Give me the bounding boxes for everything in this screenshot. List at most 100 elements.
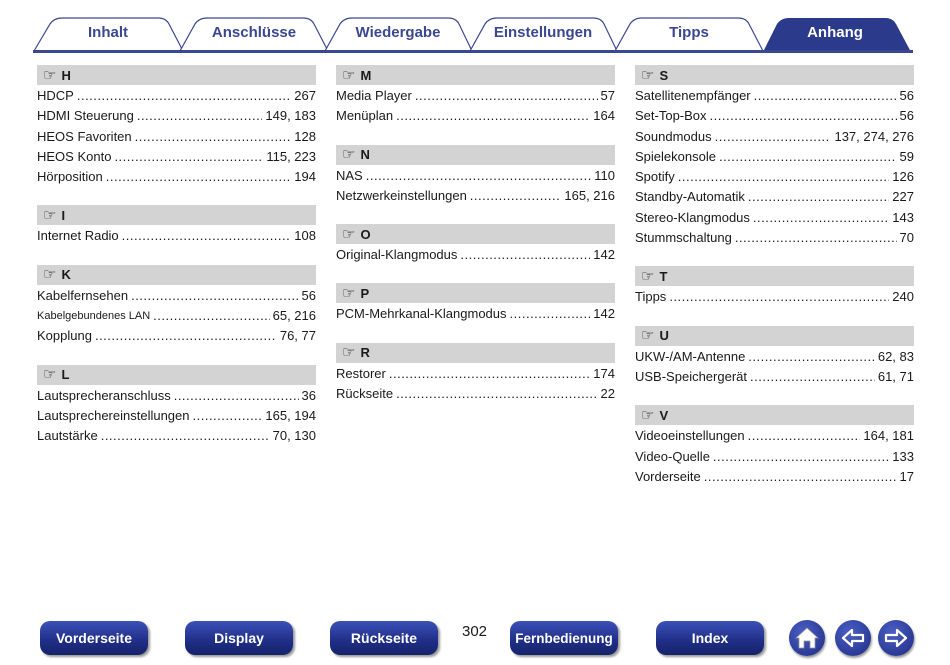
- index-entry[interactable]: Lautstärke 70, 130: [37, 426, 316, 446]
- entry-term: Kabelfernsehen: [37, 287, 129, 303]
- index-entry[interactable]: Hörposition 194: [37, 167, 316, 187]
- fernbedienung-button[interactable]: Fernbedienung: [510, 621, 618, 655]
- entry-pages[interactable]: 126: [892, 169, 914, 185]
- entry-pages[interactable]: 22: [600, 386, 615, 402]
- entry-pages[interactable]: 70, 130: [272, 428, 316, 444]
- index-entry[interactable]: Soundmodus 137, 274, 276: [635, 127, 914, 147]
- display-button[interactable]: Display: [185, 621, 293, 655]
- entry-pages[interactable]: 164, 181: [863, 428, 914, 444]
- entry-term: HEOS Favoriten: [37, 128, 132, 144]
- entry-term: Spielekonsole: [635, 148, 716, 164]
- tab-anhang[interactable]: Anhang: [807, 24, 863, 41]
- index-entry[interactable]: Internet Radio 108: [37, 226, 316, 246]
- index-entry[interactable]: Standby-Automatik 227: [635, 187, 914, 207]
- entry-pages[interactable]: 57: [600, 88, 615, 103]
- index-section: ☞U UKW-/AM-Antenne 62, 83 USB-Speichergerät…: [635, 325, 914, 388]
- index-entry[interactable]: Spielekonsole 59: [635, 147, 914, 167]
- section-letter: M: [360, 67, 372, 83]
- back-button[interactable]: [835, 620, 871, 656]
- index-entry[interactable]: HDCP 267: [37, 86, 316, 106]
- rueckseite-button[interactable]: Rückseite: [330, 621, 438, 655]
- entry-pages[interactable]: 174: [593, 365, 615, 381]
- forward-button[interactable]: [878, 620, 914, 656]
- entry-pages[interactable]: 115, 223: [266, 148, 316, 164]
- index-entry[interactable]: Kabelfernsehen 56: [37, 286, 316, 306]
- index-entry[interactable]: USB-Speichergerät 61, 71: [635, 367, 914, 387]
- entry-pages[interactable]: 133: [892, 448, 914, 464]
- entry-pages[interactable]: 59: [899, 148, 914, 164]
- dot-leader: [713, 447, 889, 467]
- dot-leader: [193, 406, 263, 426]
- index-entry[interactable]: Rückseite 22: [336, 384, 615, 404]
- tab-shape-inhalt: [33, 17, 184, 52]
- entry-term: Original-Klangmodus: [336, 247, 458, 263]
- section-letter: V: [659, 407, 669, 423]
- index-entry[interactable]: NAS 110: [336, 166, 615, 186]
- entry-pages[interactable]: 240: [892, 289, 914, 305]
- index-entry[interactable]: Kopplung 76, 77: [37, 326, 316, 346]
- entry-pages[interactable]: 17: [899, 468, 914, 484]
- section-header: ☞ M: [336, 65, 615, 85]
- entry-pages[interactable]: 108: [294, 228, 316, 244]
- index-entry[interactable]: Tipps 240: [635, 287, 914, 307]
- index-entry[interactable]: Restorer 174: [336, 364, 615, 384]
- index-entry[interactable]: Set-Top-Box 56: [635, 106, 914, 126]
- index-entry[interactable]: HEOS Favoriten 128: [37, 127, 316, 147]
- entry-pages[interactable]: 142: [593, 306, 615, 322]
- entry-term: Spotify: [635, 169, 675, 185]
- tab-anschluesse[interactable]: Anschlüsse: [211, 24, 297, 41]
- index-entry[interactable]: Media Player 57: [336, 86, 615, 106]
- entry-pages[interactable]: 56: [899, 88, 914, 103]
- home-button[interactable]: [789, 620, 825, 656]
- entry-pages[interactable]: 70: [899, 230, 914, 246]
- entry-pages[interactable]: 267: [294, 88, 316, 103]
- index-entry[interactable]: HEOS Konto 115, 223: [37, 147, 316, 167]
- index-entry[interactable]: Spotify 126: [635, 167, 914, 187]
- entry-pages[interactable]: 143: [892, 209, 914, 225]
- index-entry[interactable]: Stummschaltung 70: [635, 228, 914, 248]
- tab-einstellungen[interactable]: Einstellungen: [493, 24, 593, 41]
- entry-pages[interactable]: 76, 77: [279, 328, 316, 344]
- entry-pages[interactable]: 56: [301, 287, 316, 303]
- index-entry[interactable]: Netzwerkeinstellungen 165, 216: [336, 186, 615, 206]
- tab-tipps[interactable]: Tipps: [669, 24, 709, 41]
- index-entry[interactable]: HDMI Steuerung 149, 183: [37, 106, 316, 126]
- index-button[interactable]: Index: [656, 621, 764, 655]
- entry-pages[interactable]: 142: [593, 247, 615, 263]
- entry-pages[interactable]: 165, 194: [265, 407, 316, 423]
- dot-leader: [510, 304, 591, 324]
- entry-pages[interactable]: 164: [593, 108, 615, 124]
- index-entry[interactable]: Vorderseite 17: [635, 467, 914, 487]
- entry-pages[interactable]: 128: [294, 128, 316, 144]
- index-entry[interactable]: Menüplan 164: [336, 106, 615, 126]
- index-entry[interactable]: UKW-/AM-Antenne 62, 83: [635, 347, 914, 367]
- tab-inhalt[interactable]: Inhalt: [88, 24, 128, 41]
- pointing-hand-icon: ☞: [641, 406, 655, 424]
- entry-pages[interactable]: 65, 216: [272, 308, 316, 324]
- entry-pages[interactable]: 36: [301, 387, 316, 403]
- index-entry[interactable]: Original-Klangmodus 142: [336, 245, 615, 265]
- entry-pages[interactable]: 165, 216: [564, 187, 615, 203]
- entry-pages[interactable]: 227: [892, 189, 914, 205]
- vorderseite-button[interactable]: Vorderseite: [40, 621, 148, 655]
- index-entry[interactable]: PCM-Mehrkanal-Klangmodus 142: [336, 304, 615, 324]
- index-entry[interactable]: Lautsprechereinstellungen 165, 194: [37, 406, 316, 426]
- entry-pages[interactable]: 149, 183: [265, 108, 316, 124]
- entry-term: Lautstärke: [37, 428, 98, 444]
- index-entry[interactable]: Lautsprecheranschluss 36: [37, 386, 316, 406]
- index-section: ☞R Restorer 174 Rückseite 22: [336, 342, 615, 405]
- dot-leader: [748, 347, 875, 367]
- index-entry[interactable]: Videoeinstellungen 164, 181: [635, 426, 914, 446]
- tab-wiedergabe[interactable]: Wiedergabe: [355, 24, 441, 41]
- index-entry[interactable]: Stereo-Klangmodus 143: [635, 208, 914, 228]
- entry-pages[interactable]: 62, 83: [877, 348, 914, 364]
- index-entry[interactable]: Satellitenempfänger 56: [635, 86, 914, 106]
- section-letter: O: [360, 226, 371, 242]
- entry-pages[interactable]: 110: [594, 167, 615, 183]
- entry-pages[interactable]: 137, 274, 276: [834, 128, 914, 144]
- entry-pages[interactable]: 61, 71: [877, 368, 914, 384]
- index-entry[interactable]: Kabelgebundenes LAN 65, 216: [37, 306, 316, 326]
- index-entry[interactable]: Video-Quelle 133: [635, 447, 914, 467]
- entry-pages[interactable]: 194: [294, 169, 316, 185]
- entry-pages[interactable]: 56: [899, 108, 914, 124]
